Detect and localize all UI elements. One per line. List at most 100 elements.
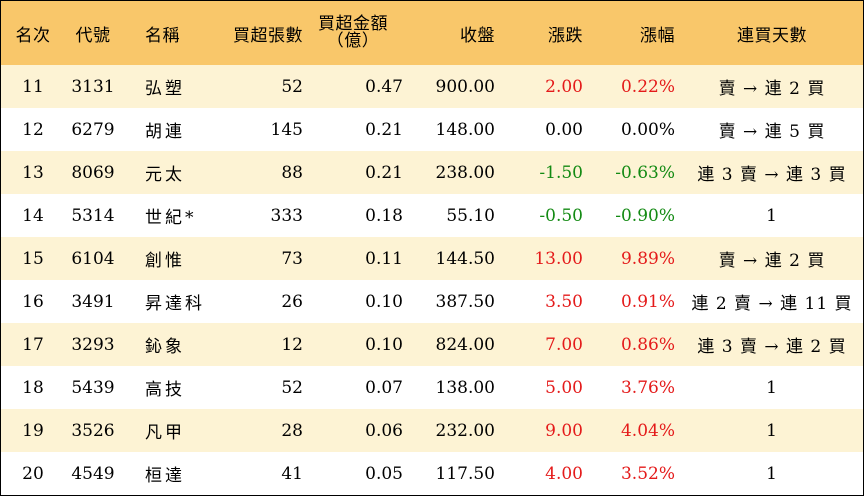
code-cell: 6279 — [71, 119, 115, 140]
amount-cell: 0.18 — [365, 205, 403, 226]
days-cell: 1 — [766, 205, 778, 226]
table-row: 12 6279 胡連 145 0.21 148.00 0.00 0.00% 賣 → 連 5 買 — [1, 108, 863, 151]
close-cell: 55.10 — [446, 205, 495, 226]
header-change: 漲跌 — [548, 25, 583, 46]
pct-cell: 0.91% — [620, 291, 675, 312]
amount-cell: 0.06 — [365, 420, 403, 441]
days-cell: 1 — [766, 420, 778, 441]
close-cell: 148.00 — [435, 119, 495, 140]
code-cell: 5439 — [71, 377, 115, 398]
close-cell: 824.00 — [435, 334, 495, 355]
volume-cell: 52 — [281, 76, 303, 97]
table-row: 14 5314 世紀* 333 0.18 55.10 -0.50 -0.90% 1 — [1, 194, 863, 237]
amount-cell: 0.05 — [365, 463, 403, 484]
days-cell: 1 — [766, 463, 778, 484]
rank-cell: 13 — [22, 162, 44, 183]
change-cell: -1.50 — [539, 162, 583, 183]
table-header: 名次 代號 名稱 買超張數 買超金額 （億） 收盤 漲跌 漲幅 連買天數 — [1, 1, 863, 65]
change-cell: 4.00 — [545, 463, 583, 484]
close-cell: 387.50 — [435, 291, 495, 312]
close-cell: 232.00 — [435, 420, 495, 441]
header-amount: 買超金額 （億） — [303, 1, 403, 65]
volume-cell: 26 — [281, 291, 303, 312]
code-cell: 3491 — [71, 291, 115, 312]
pct-cell: 0.22% — [620, 76, 675, 97]
name-cell: 昇達科 — [145, 294, 205, 314]
code-cell: 3526 — [71, 420, 115, 441]
amount-cell: 0.11 — [365, 248, 403, 269]
rank-cell: 19 — [22, 420, 44, 441]
name-cell: 胡連 — [145, 122, 185, 142]
change-cell: 2.00 — [545, 76, 583, 97]
change-cell: 3.50 — [545, 291, 583, 312]
name-cell: 元太 — [145, 165, 185, 185]
table-row: 13 8069 元太 88 0.21 238.00 -1.50 -0.63% 連 3 賣 → 連… — [1, 151, 863, 194]
change-cell: 0.00 — [545, 119, 583, 140]
table-row: 16 3491 昇達科 26 0.10 387.50 3.50 0.91% 連 2 賣 → 連 … — [1, 280, 863, 323]
amount-cell: 0.10 — [365, 334, 403, 355]
amount-cell: 0.21 — [365, 162, 403, 183]
change-cell: -0.50 — [539, 205, 583, 226]
name-cell: 鈊象 — [145, 337, 185, 357]
name-cell: 世紀* — [145, 208, 197, 228]
header-code: 代號 — [75, 25, 111, 46]
rank-cell: 11 — [22, 76, 44, 97]
rank-cell: 12 — [22, 119, 44, 140]
pct-cell: -0.63% — [615, 162, 675, 183]
header-volume: 買超張數 — [233, 25, 303, 46]
close-cell: 238.00 — [435, 162, 495, 183]
header-pct: 漲幅 — [640, 25, 675, 46]
change-cell: 7.00 — [545, 334, 583, 355]
name-cell: 凡甲 — [145, 423, 185, 443]
days-cell: 賣 → 連 5 買 — [718, 122, 826, 142]
rank-cell: 20 — [22, 463, 44, 484]
rank-cell: 14 — [22, 205, 44, 226]
header-name: 名稱 — [145, 25, 180, 46]
code-cell: 5314 — [71, 205, 115, 226]
pct-cell: 0.00% — [620, 119, 675, 140]
days-cell: 賣 → 連 2 買 — [718, 251, 826, 271]
pct-cell: 4.04% — [620, 420, 675, 441]
amount-cell: 0.21 — [365, 119, 403, 140]
volume-cell: 145 — [270, 119, 303, 140]
days-cell: 連 3 賣 → 連 3 買 — [697, 165, 847, 185]
name-cell: 桓達 — [145, 466, 185, 486]
amount-cell: 0.47 — [365, 76, 403, 97]
code-cell: 3293 — [71, 334, 115, 355]
pct-cell: 3.52% — [620, 463, 675, 484]
pct-cell: 3.76% — [620, 377, 675, 398]
days-cell: 賣 → 連 2 買 — [718, 79, 826, 99]
change-cell: 9.00 — [545, 420, 583, 441]
volume-cell: 52 — [281, 377, 303, 398]
table-row: 20 4549 桓達 41 0.05 117.50 4.00 3.52% 1 — [1, 452, 863, 495]
table-row: 15 6104 創惟 73 0.11 144.50 13.00 9.89% 賣 → 連 2 買 — [1, 237, 863, 280]
code-cell: 4549 — [71, 463, 115, 484]
header-amount-line2: （億） — [326, 31, 380, 51]
rank-cell: 18 — [22, 377, 44, 398]
change-cell: 13.00 — [534, 248, 583, 269]
header-rank: 名次 — [15, 25, 51, 46]
volume-cell: 88 — [281, 162, 303, 183]
volume-cell: 12 — [281, 334, 303, 355]
days-cell: 連 3 賣 → 連 2 買 — [697, 337, 847, 357]
volume-cell: 73 — [281, 248, 303, 269]
close-cell: 900.00 — [435, 76, 495, 97]
header-close: 收盤 — [460, 25, 495, 46]
name-cell: 創惟 — [145, 251, 185, 271]
table-row: 11 3131 弘塑 52 0.47 900.00 2.00 0.22% 賣 → 連 2 買 — [1, 65, 863, 108]
name-cell: 弘塑 — [145, 79, 185, 99]
amount-cell: 0.10 — [365, 291, 403, 312]
code-cell: 6104 — [71, 248, 115, 269]
volume-cell: 28 — [281, 420, 303, 441]
header-amount-line1: 買超金額 — [318, 14, 388, 34]
table-row: 18 5439 高技 52 0.07 138.00 5.00 3.76% 1 — [1, 366, 863, 409]
close-cell: 144.50 — [435, 248, 495, 269]
days-cell: 1 — [766, 377, 778, 398]
rank-cell: 15 — [22, 248, 44, 269]
close-cell: 138.00 — [435, 377, 495, 398]
rank-cell: 16 — [22, 291, 44, 312]
header-days: 連買天數 — [737, 25, 807, 46]
table-row: 19 3526 凡甲 28 0.06 232.00 9.00 4.04% 1 — [1, 409, 863, 452]
pct-cell: -0.90% — [615, 205, 675, 226]
